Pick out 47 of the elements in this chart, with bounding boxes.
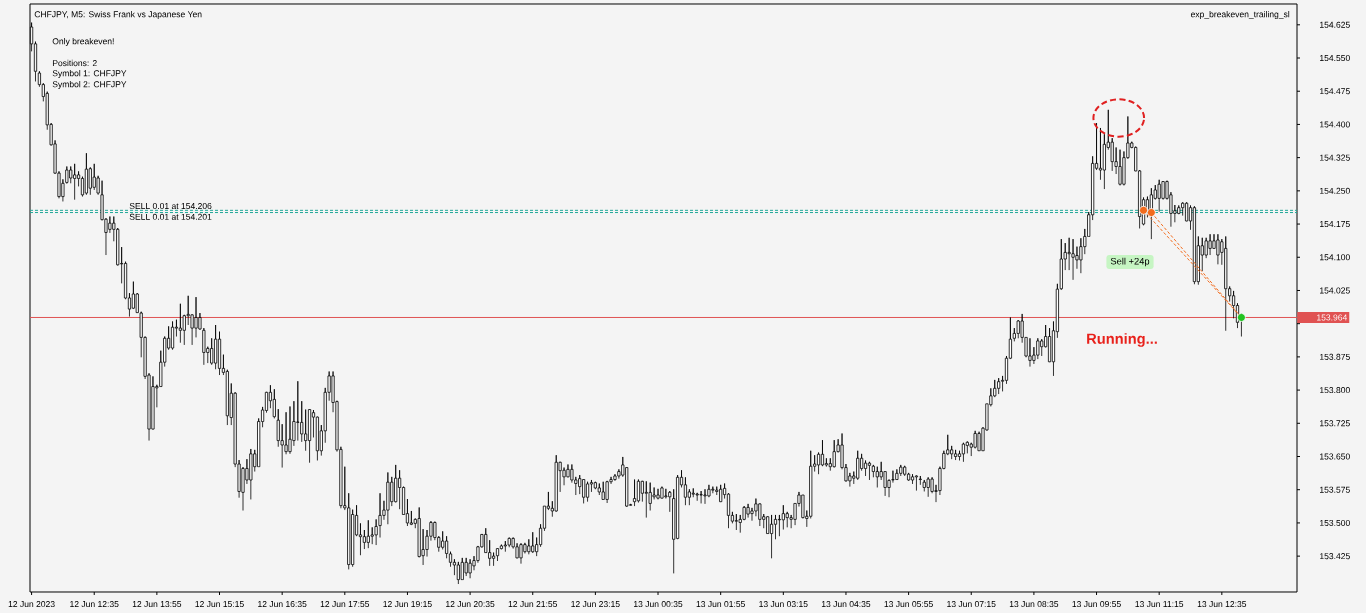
x-tick-label: 12 Jun 20:35 xyxy=(446,601,495,608)
x-tick-label: 12 Jun 13:55 xyxy=(132,601,182,608)
text: CHFJPY, M5: Swiss Frank vs Japanese Yen xyxy=(34,11,202,19)
x-tick-label: 13 Jun 00:35 xyxy=(634,601,683,608)
x-tick-label: 12 Jun 15:15 xyxy=(195,601,244,608)
y-tick-label: 154.250 xyxy=(1320,187,1350,194)
x-tick-label: 12 Jun 21:55 xyxy=(508,601,558,608)
y-tick-label: 154.550 xyxy=(1320,54,1350,62)
annotation: exp_breakeven_trailing_sl xyxy=(1190,11,1290,19)
x-tick-label: 12 Jun 19:15 xyxy=(383,601,432,608)
ref-line-label: SELL 0.01 at 154.201 xyxy=(129,213,212,220)
x-tick-label: 13 Jun 01:55 xyxy=(696,601,745,608)
annotation: Running... xyxy=(1087,333,1157,347)
y-tick-label: 154.475 xyxy=(1320,88,1350,95)
y-tick-label: 153.575 xyxy=(1320,486,1350,493)
x-tick-label: 13 Jun 04:35 xyxy=(821,601,871,608)
y-tick-label: 153.650 xyxy=(1320,453,1350,460)
y-tick-label: 153.875 xyxy=(1320,353,1350,360)
y-tick-label: 154.175 xyxy=(1320,221,1350,228)
y-tick-label: 154.325 xyxy=(1320,154,1350,161)
x-tick-label: 12 Jun 17:55 xyxy=(320,601,370,608)
ref-line-label: 153.964 xyxy=(1317,314,1348,321)
y-tick-label: 154.100 xyxy=(1320,254,1350,261)
annotation: Positions: 2 xyxy=(52,59,97,67)
annotation: Symbol 2: CHFJPY xyxy=(52,81,127,89)
x-tick-label: 13 Jun 05:55 xyxy=(884,601,933,608)
x-tick-label: 12 Jun 16:35 xyxy=(258,601,307,608)
y-tick-label: 153.425 xyxy=(1320,553,1350,560)
x-tick-label: 13 Jun 08:35 xyxy=(1009,601,1059,608)
annotation: Only breakeven! xyxy=(52,38,114,46)
y-tick-label: 153.500 xyxy=(1320,519,1350,526)
x-tick-label: 13 Jun 07:15 xyxy=(947,601,996,608)
annotation: Sell +24p xyxy=(1110,257,1150,267)
x-tick-label: 13 Jun 09:55 xyxy=(1072,601,1121,608)
y-tick-label: 154.025 xyxy=(1320,287,1350,294)
x-tick-label: 12 Jun 12:35 xyxy=(70,601,119,608)
x-tick-label: 13 Jun 03:15 xyxy=(759,601,808,608)
ref-line-label: SELL 0.01 at 154.206 xyxy=(129,203,212,210)
y-tick-label: 153.800 xyxy=(1320,387,1350,394)
x-tick-label: 12 Jun 23:15 xyxy=(571,601,620,608)
x-tick-label: 13 Jun 11:15 xyxy=(1135,601,1184,608)
y-tick-label: 154.625 xyxy=(1320,21,1350,28)
x-tick-label: 12 Jun 2023 xyxy=(8,601,55,608)
y-tick-label: 153.725 xyxy=(1320,420,1350,427)
annotation: Symbol 1: CHFJPY xyxy=(52,70,127,78)
x-tick-label: 13 Jun 12:35 xyxy=(1197,601,1247,608)
y-tick-label: 154.400 xyxy=(1320,121,1350,128)
